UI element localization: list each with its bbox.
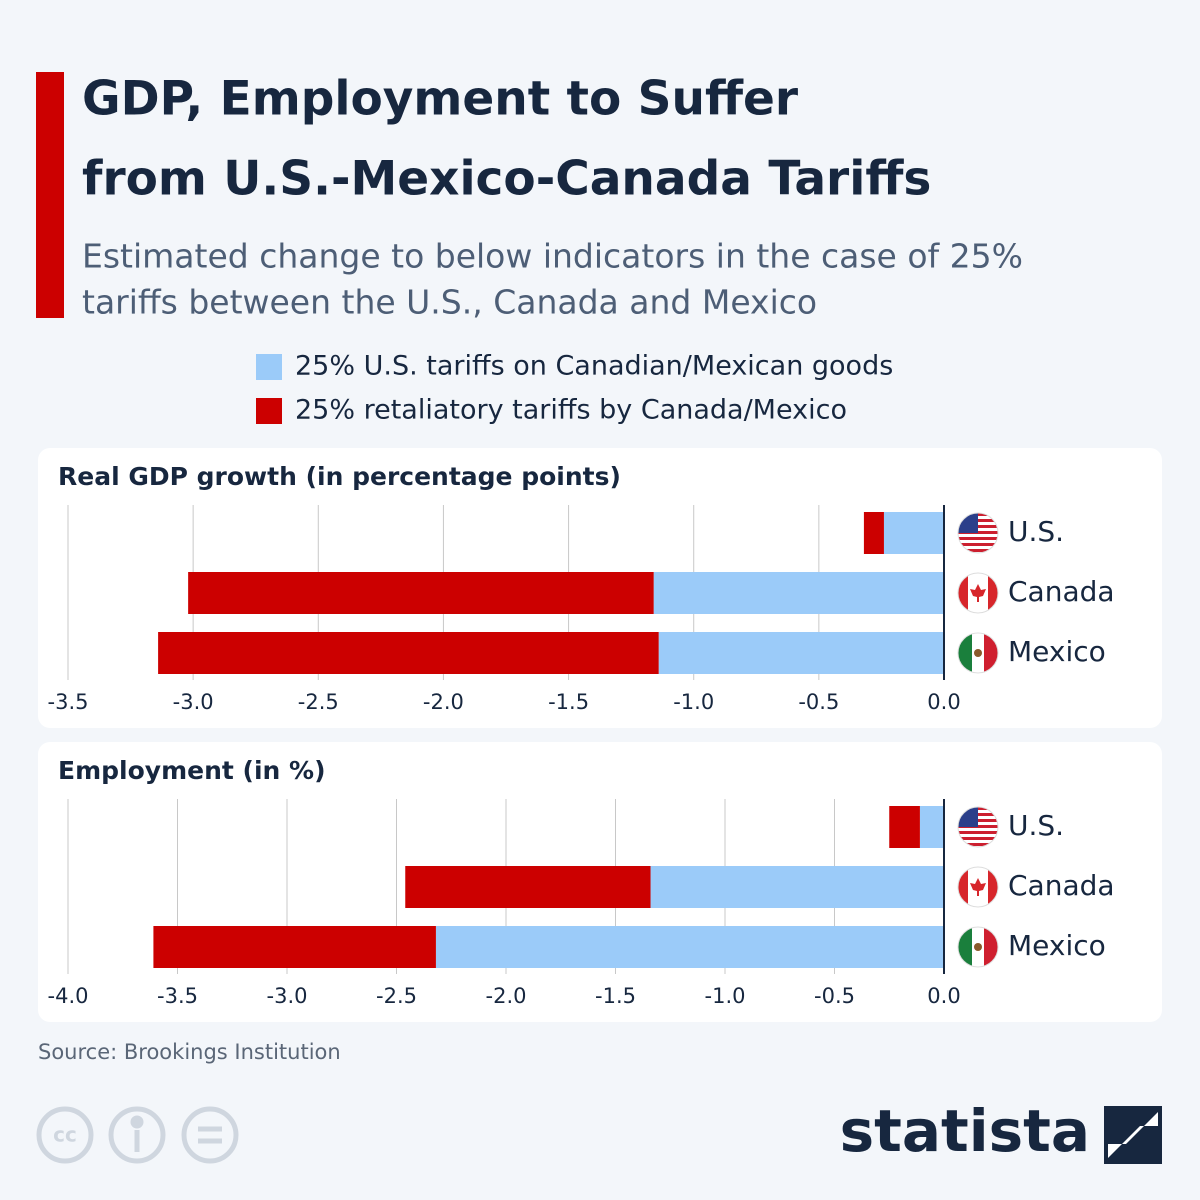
cc-text: cc (53, 1123, 77, 1147)
subtitle-line: Estimated change to below indicators in … (82, 237, 1023, 276)
subtitle-line: tariffs between the U.S., Canada and Mex… (82, 283, 817, 322)
stripe (958, 831, 998, 834)
category-label: U.S. (1008, 809, 1064, 842)
x-tick-label: -4.0 (48, 984, 89, 1008)
bar-segment (650, 866, 944, 908)
stripe (958, 843, 998, 846)
flag-mexico (957, 926, 999, 968)
flag-ring (957, 926, 999, 968)
flag-body (958, 633, 998, 673)
band (958, 573, 968, 613)
flag-canada (957, 572, 999, 614)
flag-body (958, 927, 998, 967)
x-tick-label: -1.0 (673, 690, 714, 714)
x-tick-label: 0.0 (927, 984, 960, 1008)
panel-title: Employment (in %) (58, 756, 326, 785)
bar-segment (889, 806, 920, 848)
x-tick-label: -1.5 (548, 690, 589, 714)
bar-segment (435, 926, 944, 968)
x-tick-label: -2.5 (376, 984, 417, 1008)
legend-label: 25% retaliatory tariffs by Canada/Mexico (295, 395, 847, 426)
bar-segment (863, 512, 884, 554)
leaf (970, 584, 986, 602)
source: Source: Brookings Institution (38, 1040, 341, 1064)
legend-swatch (256, 354, 282, 380)
x-tick-label: -2.0 (486, 984, 527, 1008)
bar-segment (153, 926, 436, 968)
leaf (970, 878, 986, 896)
band (984, 633, 998, 673)
x-tick-label: -3.0 (173, 690, 214, 714)
title-line: GDP, Employment to Suffer (82, 72, 799, 127)
stripe (958, 837, 998, 840)
category-label: Mexico (1008, 929, 1106, 962)
flag-ring (957, 572, 999, 614)
x-tick-label: -2.5 (298, 690, 339, 714)
bar-segment (158, 632, 659, 674)
flag-mexico (957, 632, 999, 674)
bar-segment (405, 866, 651, 908)
x-tick-label: -0.5 (814, 984, 855, 1008)
band (984, 927, 998, 967)
category-label: Canada (1008, 575, 1115, 608)
bar-segment (188, 572, 654, 614)
legend-label: 25% U.S. tariffs on Canadian/Mexican goo… (295, 351, 893, 382)
bar-segment (919, 806, 944, 848)
bar-segment (658, 632, 944, 674)
band (958, 927, 972, 967)
stripe (958, 549, 998, 552)
stripe (958, 543, 998, 546)
brand-icon (1104, 1106, 1162, 1164)
x-tick-label: -1.0 (705, 984, 746, 1008)
x-tick-label: -3.0 (267, 984, 308, 1008)
x-tick-label: -0.5 (798, 690, 839, 714)
band (958, 867, 968, 907)
accent-bar (36, 72, 64, 318)
flag-ring (957, 806, 999, 848)
category-label: U.S. (1008, 515, 1064, 548)
flag-ring (957, 512, 999, 554)
emblem (974, 649, 982, 657)
x-tick-label: -2.0 (423, 690, 464, 714)
legend-swatch (256, 398, 282, 424)
emblem (974, 943, 982, 951)
stripe (958, 537, 998, 540)
band (988, 573, 998, 613)
category-label: Mexico (1008, 635, 1106, 668)
x-tick-label: 0.0 (927, 690, 960, 714)
brand: statista (840, 1097, 1090, 1165)
flag-ring (957, 632, 999, 674)
band (958, 633, 972, 673)
band (988, 867, 998, 907)
flag-canada (957, 866, 999, 908)
flag-body (958, 867, 998, 907)
panel-title: Real GDP growth (in percentage points) (58, 462, 621, 491)
license-icons (36, 1106, 239, 1164)
bar-segment (653, 572, 944, 614)
bar-segment (883, 512, 944, 554)
flag-body (958, 573, 998, 613)
x-tick-label: -3.5 (48, 690, 89, 714)
flag-ring (957, 866, 999, 908)
x-tick-label: -1.5 (595, 984, 636, 1008)
title-line: from U.S.-Mexico-Canada Tariffs (82, 152, 931, 207)
category-label: Canada (1008, 869, 1115, 902)
x-tick-label: -3.5 (157, 984, 198, 1008)
